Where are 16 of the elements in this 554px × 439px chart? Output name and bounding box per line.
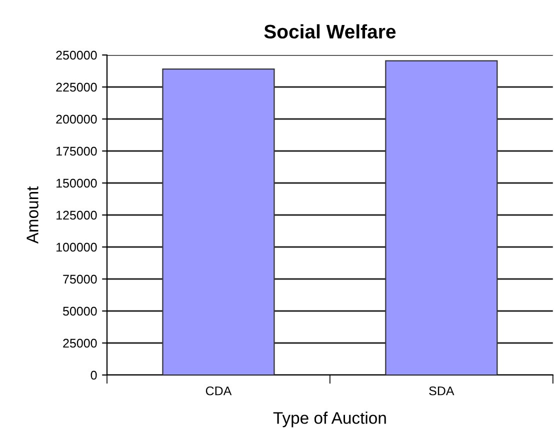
chart-title: Social Welfare: [264, 24, 396, 39]
y-tick-label: 75000: [63, 274, 97, 284]
y-tick-label: 250000: [56, 50, 97, 60]
x-tick-label: CDA: [206, 386, 232, 396]
y-tick-label: 175000: [56, 146, 97, 156]
x-axis-title: Type of Auction: [273, 412, 386, 428]
y-axis-title: Amount: [26, 186, 38, 244]
y-tick-label: 225000: [56, 82, 97, 92]
y-tick-label: 100000: [56, 242, 97, 252]
x-tick-label: SDA: [429, 386, 454, 396]
y-tick-label: 0: [90, 370, 97, 380]
y-tick-label: 25000: [63, 338, 97, 348]
y-tick-label: 200000: [56, 114, 97, 124]
y-tick-label: 50000: [63, 306, 97, 316]
y-tick-label: 150000: [56, 178, 97, 188]
y-tick-label: 125000: [56, 210, 97, 220]
